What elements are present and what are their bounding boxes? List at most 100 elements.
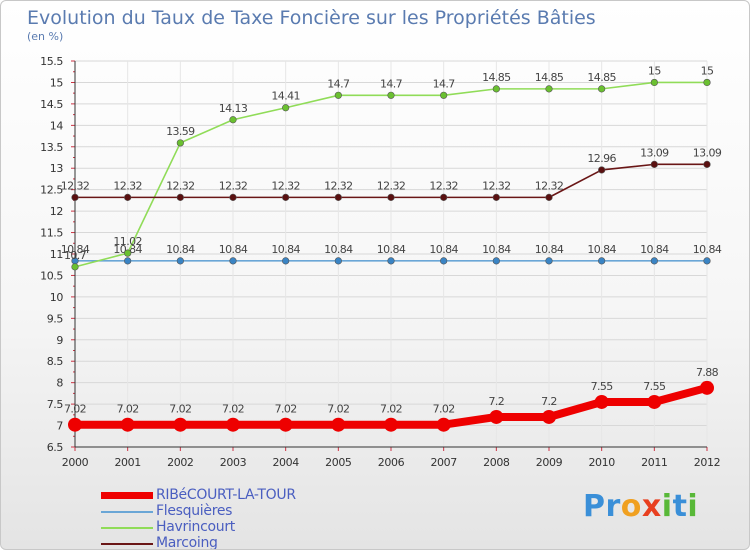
- legend-label: RIBéCOURT-LA-TOUR: [156, 487, 296, 503]
- data-label: 10.84: [587, 243, 616, 256]
- data-label: 12.32: [61, 179, 90, 192]
- data-point: [173, 417, 188, 432]
- data-label: 10.84: [324, 243, 353, 256]
- data-point: [71, 193, 79, 201]
- logo-letter: i: [687, 489, 699, 524]
- data-label: 7.2: [541, 395, 557, 408]
- data-point: [545, 85, 553, 93]
- data-point: [703, 78, 711, 87]
- data-label: 12.32: [219, 179, 248, 192]
- data-label: 12.32: [113, 179, 142, 192]
- y-tick-label: 7: [56, 420, 63, 433]
- data-point: [176, 257, 184, 265]
- data-point: [334, 193, 342, 201]
- data-point: [594, 394, 609, 409]
- x-tick-label: 2005: [325, 456, 352, 469]
- data-point: [598, 166, 606, 174]
- data-label: 15: [701, 64, 714, 77]
- data-point: [436, 417, 451, 432]
- x-tick-label: 2010: [588, 456, 615, 469]
- data-label: 14.85: [535, 71, 564, 84]
- data-label: 7.02: [327, 403, 349, 416]
- y-tick-label: 10.5: [40, 269, 63, 282]
- data-point: [124, 249, 132, 257]
- data-label: 11.02: [113, 235, 142, 248]
- legend-swatch: [101, 492, 153, 499]
- data-point: [489, 409, 504, 424]
- data-point: [387, 193, 395, 201]
- data-label: 7.02: [433, 403, 455, 416]
- data-point: [334, 257, 342, 265]
- data-label: 14.41: [271, 90, 300, 103]
- data-point: [229, 116, 237, 124]
- y-tick-label: 13.5: [40, 141, 63, 154]
- data-point: [282, 257, 290, 265]
- logo-letter: x: [641, 489, 662, 524]
- data-label: 14.7: [327, 77, 350, 90]
- data-label: 10.84: [113, 243, 142, 256]
- data-label: 10.84: [219, 243, 248, 256]
- data-point: [598, 257, 606, 265]
- data-point: [440, 193, 448, 201]
- x-tick-label: 2001: [114, 456, 140, 469]
- data-label: 10.84: [640, 243, 669, 256]
- legend-label: Marcoing: [156, 535, 218, 550]
- data-label: 7.02: [64, 403, 86, 416]
- data-label: 10.84: [429, 243, 458, 256]
- data-label: 13.59: [166, 125, 195, 138]
- data-label: 13.09: [693, 146, 722, 159]
- data-point: [650, 257, 658, 265]
- data-point: [647, 394, 662, 409]
- data-label: 10.7: [64, 249, 87, 262]
- data-label: 10.84: [377, 243, 406, 256]
- data-label: 14.7: [433, 77, 456, 90]
- y-tick-label: 9.5: [47, 312, 64, 325]
- data-label: 7.55: [591, 380, 614, 393]
- logo-letter: t: [672, 489, 688, 524]
- legend-label: Havrincourt: [156, 519, 235, 535]
- data-point: [282, 193, 290, 201]
- data-point: [124, 193, 132, 201]
- proxiti-logo: Proxiti: [583, 489, 698, 524]
- data-label: 12.32: [377, 179, 406, 192]
- data-label: 10.84: [166, 243, 195, 256]
- x-tick-label: 2009: [536, 456, 563, 469]
- y-tick-label: 15.5: [40, 55, 63, 68]
- data-point: [71, 263, 79, 271]
- data-label: 7.02: [117, 403, 139, 416]
- data-label: 12.96: [587, 152, 616, 165]
- data-point: [278, 417, 293, 432]
- y-tick-label: 10: [50, 291, 64, 304]
- legend-swatch: [101, 527, 153, 529]
- data-point: [387, 91, 395, 99]
- x-tick-label: 2004: [272, 456, 299, 469]
- x-tick-label: 2007: [430, 456, 457, 469]
- unit-label: (en %): [27, 30, 64, 43]
- data-point: [68, 417, 82, 432]
- data-point: [598, 85, 606, 93]
- data-point: [545, 193, 553, 201]
- data-label: 10.84: [535, 243, 564, 256]
- data-label: 10.84: [61, 243, 90, 256]
- data-point: [545, 257, 553, 265]
- data-label: 14.85: [482, 71, 511, 84]
- y-tick-label: 14: [50, 119, 64, 132]
- data-point: [229, 193, 237, 201]
- data-label: 13.09: [640, 146, 669, 159]
- data-point: [492, 257, 500, 265]
- logo-letter: r: [605, 489, 621, 524]
- data-point: [492, 85, 500, 93]
- data-label: 7.88: [696, 366, 719, 379]
- logo-letter: i: [661, 489, 673, 524]
- y-tick-label: 9: [56, 334, 63, 347]
- data-label: 14.13: [219, 102, 248, 115]
- data-point: [120, 417, 135, 432]
- x-tick-label: 2011: [641, 456, 667, 469]
- y-tick-label: 7.5: [47, 398, 64, 411]
- y-tick-label: 15: [50, 76, 64, 89]
- data-point: [124, 257, 132, 265]
- data-point: [650, 78, 658, 87]
- data-label: 7.02: [222, 403, 244, 416]
- legend-label: Flesquières: [156, 503, 233, 519]
